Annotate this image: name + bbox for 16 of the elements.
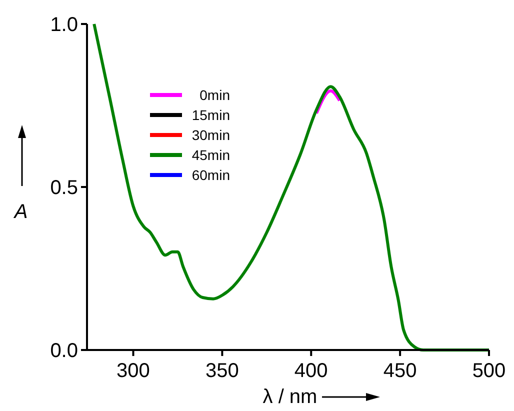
y-tick-label: 0.5 <box>50 177 78 199</box>
x-tick-label: 450 <box>383 360 417 382</box>
x-tick-label: 400 <box>294 360 328 382</box>
x-tick-label: 350 <box>206 360 239 382</box>
y-tick-label: 0.0 <box>50 340 78 362</box>
legend-label: 0min <box>200 87 230 103</box>
legend-label: 60min <box>192 167 230 183</box>
legend-label: 45min <box>192 147 230 163</box>
x-tick-label: 500 <box>472 360 506 382</box>
x-tick-label: 300 <box>116 360 150 382</box>
y-tick-label: 1.0 <box>50 14 78 36</box>
legend-label: 15min <box>192 107 230 123</box>
y-axis-title: A <box>13 201 28 223</box>
line-series <box>92 22 490 352</box>
x-axis-title: λ / nm <box>262 386 318 408</box>
legend-label: 30min <box>192 127 230 143</box>
